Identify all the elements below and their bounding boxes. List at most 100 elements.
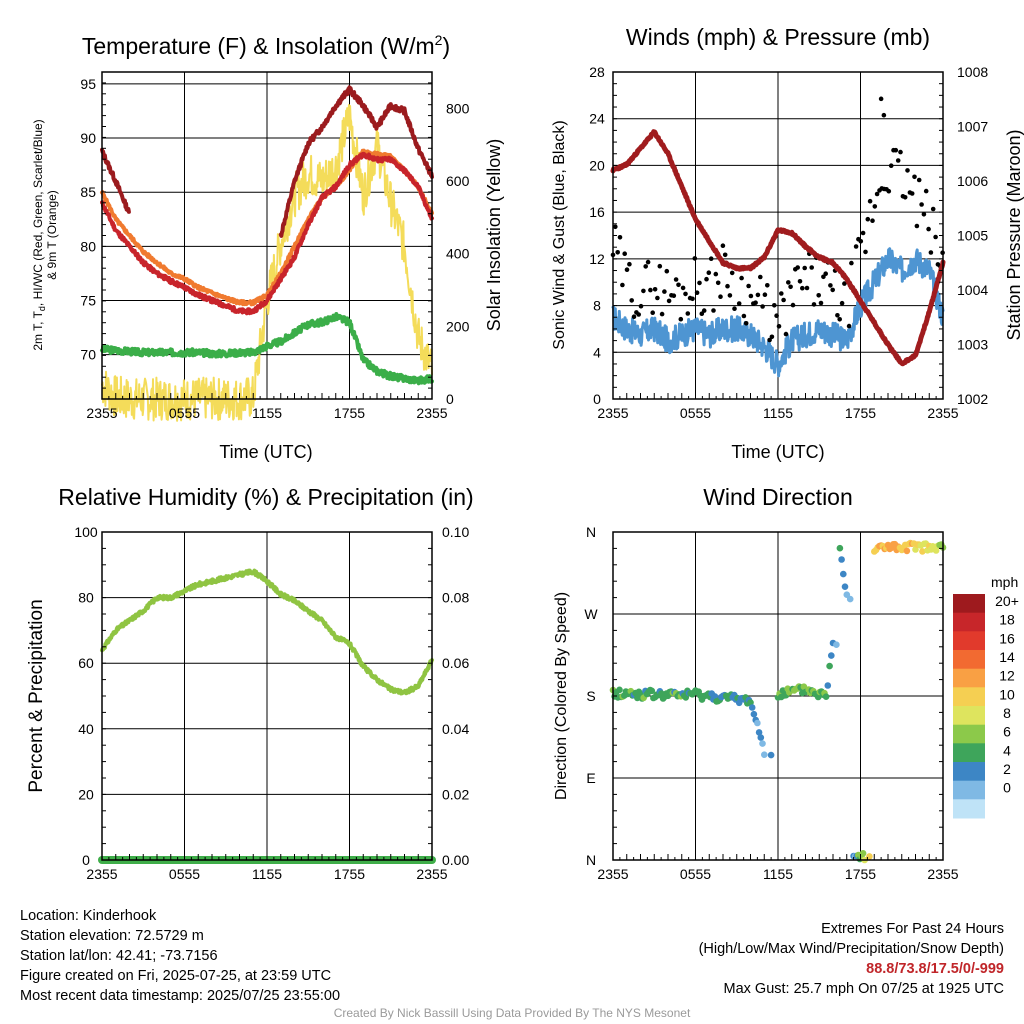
legend-swatch — [953, 612, 985, 632]
pressure-ytick-label: 1004 — [957, 282, 988, 298]
gust-point — [835, 313, 840, 318]
gust-point — [641, 288, 646, 294]
gust-point — [837, 317, 842, 322]
dewpoint-line — [100, 312, 434, 386]
pressure-ytick-label: 1008 — [957, 64, 988, 80]
gust-point — [655, 295, 660, 301]
pressure-ytick-label: 1006 — [957, 173, 988, 189]
direction-ylabel: Direction (Colored By Speed) — [553, 592, 570, 800]
gust-point — [902, 195, 908, 200]
gust-point — [636, 312, 641, 317]
gust-point — [912, 174, 917, 180]
legend-label: 18 — [999, 612, 1015, 628]
gust-point — [923, 188, 929, 194]
gust-point — [839, 300, 845, 306]
gust-point — [802, 265, 807, 271]
wind-ytick-label: 0 — [593, 391, 601, 407]
extremes-title: Extremes For Past 24 Hours — [821, 921, 1004, 937]
max-gust-point — [878, 96, 884, 102]
legend-swatch — [953, 780, 985, 800]
rh-xtick-label: 0555 — [169, 866, 200, 882]
gust-point — [725, 283, 730, 289]
temp-ytick-label: 70 — [80, 347, 96, 363]
direction-point — [919, 548, 926, 555]
elevation-text: Station elevation: 72.5729 m — [20, 928, 204, 944]
gust-point — [914, 223, 920, 229]
dir-ytick-label: N — [586, 524, 596, 540]
gust-point — [797, 279, 803, 284]
precip-ytick-label: 0.04 — [442, 721, 469, 737]
wind-ytick-label: 20 — [589, 157, 605, 173]
gust-point — [648, 287, 653, 293]
latlon-text: Station lat/lon: 42.41; -73.7156 — [20, 948, 218, 964]
temp-ytick-label: 85 — [80, 184, 96, 200]
temperature-title: Temperature (F) & Insolation (W/m2) — [82, 32, 450, 59]
gust-point — [781, 297, 786, 303]
gust-point — [631, 314, 637, 320]
station-info: Location: Kinderhook Station elevation: … — [20, 906, 340, 1006]
rh-line — [100, 568, 434, 696]
gust-point — [624, 267, 630, 273]
temperature-y2label: Solar Insolation (Yellow) — [484, 139, 504, 331]
gust-point — [715, 280, 721, 286]
gust-point — [718, 294, 723, 300]
direction-point — [800, 683, 808, 690]
direction-point — [648, 687, 656, 695]
gust-point — [830, 287, 835, 293]
gust-point — [697, 280, 702, 286]
gust-point — [753, 300, 758, 306]
winds-ylabel: Sonic Wind & Gust (Blue, Black) — [551, 120, 568, 349]
temp-xtick-label: 1755 — [334, 405, 365, 421]
gust-point — [701, 308, 707, 313]
gust-point — [685, 311, 691, 316]
rh-ytick-label: 0 — [82, 852, 90, 868]
direction-point — [836, 544, 844, 552]
rh-xtick-label: 1155 — [252, 866, 282, 882]
gust-point — [769, 334, 775, 340]
gust-point — [680, 285, 686, 291]
gust-point — [874, 191, 880, 197]
dir-xtick-label: 2355 — [597, 866, 628, 882]
wind-ytick-label: 12 — [589, 251, 605, 267]
max-gust-point — [881, 112, 887, 118]
precip-ytick-label: 0.02 — [442, 786, 469, 802]
direction-point — [822, 693, 830, 700]
dir-ytick-label: N — [586, 852, 596, 868]
direction-point — [750, 710, 758, 718]
gust-point — [783, 331, 789, 337]
direction-point — [903, 547, 911, 555]
gust-point — [755, 292, 761, 298]
gust-point — [870, 218, 875, 223]
gust-point — [762, 292, 768, 298]
gust-point — [746, 283, 751, 289]
gust-point — [694, 290, 700, 296]
gust-point — [741, 313, 747, 319]
gust-point — [786, 280, 791, 285]
temp-ytick-label: 80 — [80, 238, 96, 254]
winds-title: Winds (mph) & Pressure (mb) — [626, 24, 930, 50]
rh-xtick-label: 2355 — [416, 866, 447, 882]
gust-point — [886, 188, 892, 194]
wind-xtick-label: 1155 — [763, 405, 793, 421]
gust-point — [736, 301, 742, 306]
legend-swatch — [953, 706, 985, 726]
gust-point — [645, 259, 651, 265]
location-text: Location: Kinderhook — [20, 908, 157, 924]
direction-point — [841, 583, 849, 590]
gust-point — [858, 239, 864, 244]
direction-point — [757, 734, 765, 741]
direction-point — [616, 686, 623, 694]
gust-point — [867, 198, 873, 204]
insolation-ytick-label: 600 — [446, 173, 470, 189]
direction-point — [755, 729, 763, 736]
gust-point — [729, 270, 735, 276]
legend-swatch — [953, 799, 985, 819]
gust-point — [804, 285, 810, 291]
pressure-ytick-label: 1005 — [957, 228, 988, 244]
legend-label: 14 — [999, 649, 1015, 665]
gust-point — [898, 149, 903, 155]
gust-point — [713, 271, 719, 277]
direction-point — [767, 751, 775, 759]
gust-point — [617, 235, 623, 240]
